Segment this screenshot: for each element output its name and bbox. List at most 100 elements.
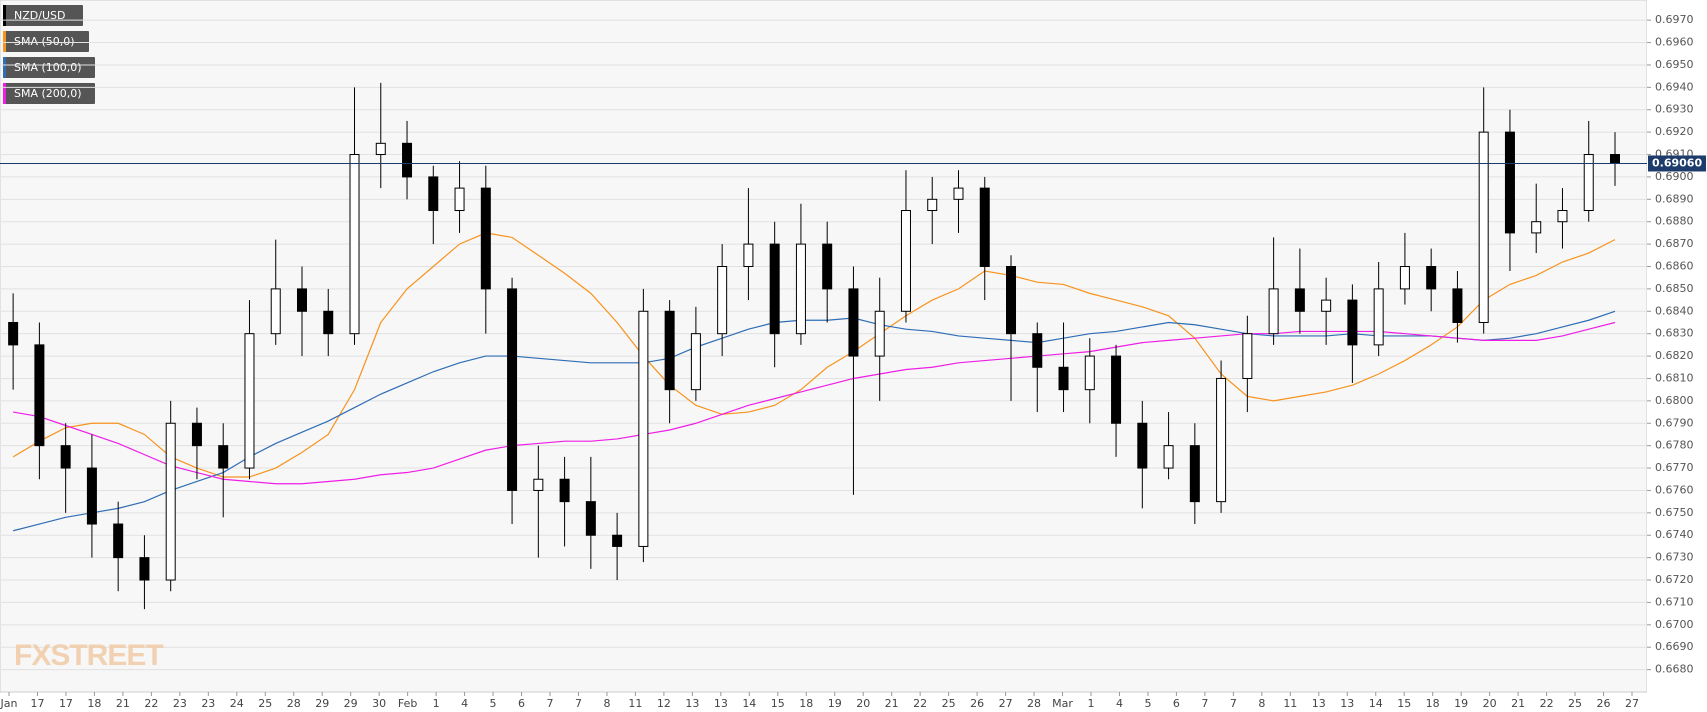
y-tick-label: 0.6930 [1655, 103, 1694, 116]
y-tick-label: 0.6940 [1655, 80, 1694, 93]
x-tick-label: 7 [575, 697, 582, 710]
candle-body [349, 154, 360, 335]
candle-body [1373, 288, 1384, 346]
x-tick-label: 17 [59, 697, 73, 710]
x-tick-label: 13 [1340, 697, 1354, 710]
candle-body [113, 523, 124, 559]
candle-body [1452, 288, 1463, 323]
y-tick-label: 0.6850 [1655, 282, 1694, 295]
x-tick-label: 7 [1201, 697, 1208, 710]
x-tick-label: 27 [999, 697, 1013, 710]
y-tick-label: 0.6720 [1655, 573, 1694, 586]
x-tick-label: Jan [0, 697, 18, 710]
x-tick-label: 28 [287, 697, 301, 710]
candle-body [743, 243, 754, 267]
candle-body [795, 243, 806, 335]
candle-body [1242, 333, 1253, 379]
x-tick-label: 11 [628, 697, 642, 710]
y-tick-label: 0.6900 [1655, 170, 1694, 183]
x-tick-label: 18 [799, 697, 813, 710]
x-tick-label: 19 [828, 697, 842, 710]
y-tick-label: 0.6840 [1655, 304, 1694, 317]
x-tick-label: 1 [433, 697, 440, 710]
x-tick-label: 18 [87, 697, 101, 710]
watermark: FXSTREET [14, 639, 163, 672]
y-tick-label: 0.6870 [1655, 237, 1694, 250]
candle-body [34, 344, 45, 447]
x-tick-label: 14 [1369, 697, 1383, 710]
candle-body [1058, 366, 1069, 391]
x-tick-label: 28 [1027, 697, 1041, 710]
candle-body [664, 310, 675, 391]
candle-body [1504, 131, 1515, 234]
y-tick-label: 0.6770 [1655, 461, 1694, 474]
y-tick-label: 0.6760 [1655, 483, 1694, 496]
candle-body [1321, 299, 1332, 312]
sma-line [12, 232, 1616, 478]
x-tick-label: 5 [490, 697, 497, 710]
candle-body [1583, 154, 1594, 212]
candle-body [507, 288, 518, 491]
candle-body [1347, 299, 1358, 346]
candle-body [454, 187, 465, 212]
x-tick-label: 13 [685, 697, 699, 710]
x-tick-label: 25 [942, 697, 956, 710]
x-tick-label: 15 [1397, 697, 1411, 710]
candle-body [296, 288, 307, 312]
current-price-box [1648, 155, 1706, 172]
candle-body [1216, 377, 1227, 503]
x-tick-label: 23 [173, 697, 187, 710]
legend-box [3, 57, 95, 78]
x-tick-label: 22 [1540, 697, 1554, 710]
x-tick-label: 13 [714, 697, 728, 710]
candle-body [559, 478, 570, 503]
candle-body [1531, 221, 1542, 234]
candle-body [86, 467, 97, 525]
x-tick-label: Feb [398, 697, 417, 710]
y-tick-label: 0.6790 [1655, 416, 1694, 429]
current-price-label: 0.69060 [1652, 156, 1702, 169]
candle-body [323, 310, 334, 335]
legend: NZD/USD SMA (50,0) SMA (100,0) SMA (200,0) [3, 5, 95, 104]
candle-body [8, 321, 19, 346]
x-tick-label: 20 [1483, 697, 1497, 710]
x-tick-label: 18 [1426, 697, 1440, 710]
x-tick-label: 15 [771, 697, 785, 710]
candle-body [480, 187, 491, 290]
candle-body [1084, 355, 1095, 391]
y-tick-label: 0.6860 [1655, 259, 1694, 272]
candle-body [612, 534, 623, 547]
y-tick-label: 0.6750 [1655, 506, 1694, 519]
x-tick-label: 4 [1116, 697, 1123, 710]
y-tick-label: 0.6820 [1655, 349, 1694, 362]
x-tick-label: 23 [201, 697, 215, 710]
candle-body [1032, 333, 1043, 368]
candle-body [1111, 355, 1122, 424]
x-tick-label: 29 [344, 697, 358, 710]
candle-body [244, 333, 255, 469]
x-tick-label: 13 [1312, 697, 1326, 710]
y-tick-label: 0.6950 [1655, 58, 1694, 71]
y-tick-label: 0.6710 [1655, 595, 1694, 608]
candle-body [900, 210, 911, 312]
candle-body [822, 243, 833, 290]
x-tick-label: Mar [1052, 697, 1073, 710]
x-tick-label: 8 [603, 697, 610, 710]
candle-body [60, 445, 71, 469]
x-tick-label: 7 [547, 697, 554, 710]
plot-area [0, 0, 1648, 693]
candle-body [638, 310, 649, 547]
candle-body [165, 422, 176, 581]
x-tick-label: 26 [1597, 697, 1611, 710]
legend-label: SMA (200,0) [14, 87, 82, 100]
x-tick-label: 21 [885, 697, 899, 710]
candle-body [1137, 422, 1148, 469]
legend-label: SMA (50,0) [14, 35, 75, 48]
candle-body [191, 422, 202, 447]
candle-body [769, 243, 780, 335]
x-tick-label: 21 [116, 697, 130, 710]
x-tick-label: 4 [461, 697, 468, 710]
candle-body [1163, 445, 1174, 469]
y-tick-label: 0.6780 [1655, 439, 1694, 452]
